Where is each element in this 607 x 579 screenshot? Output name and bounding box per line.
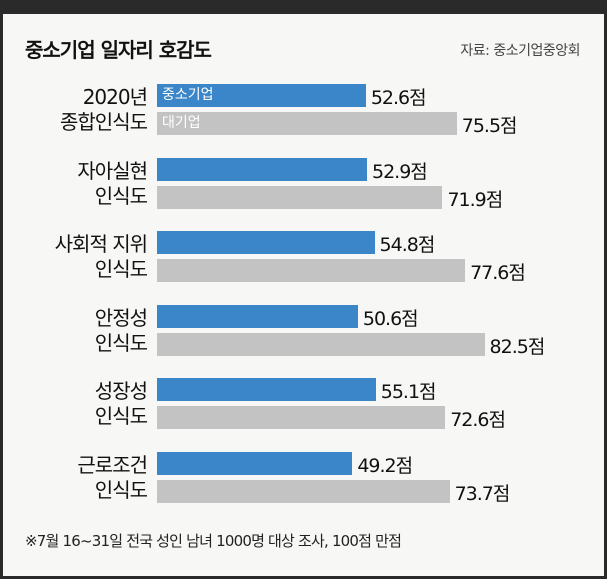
value-label: 73.7점 — [454, 482, 511, 505]
category-label: 사회적 지위 인식도 — [54, 232, 148, 281]
bar — [157, 259, 466, 282]
bar — [157, 378, 376, 401]
bar — [157, 84, 366, 107]
value-label: 82.5점 — [489, 335, 546, 358]
chart-title: 중소기업 일자리 호감도 — [25, 38, 212, 62]
category-label: 2020년 종합인식도 — [60, 85, 148, 134]
value-label: 50.6점 — [362, 307, 419, 330]
value-label: 52.9점 — [372, 160, 428, 183]
value-label: 75.5점 — [461, 115, 518, 137]
legend-label: 대기업 — [162, 115, 201, 131]
bar — [157, 406, 446, 429]
bar — [157, 304, 358, 328]
category-label: 성장성 인식도 — [94, 379, 148, 428]
value-label: 77.6점 — [470, 262, 526, 284]
legend-label: 중소기업 — [162, 87, 214, 103]
value-label: 71.9점 — [447, 188, 503, 211]
value-label: 54.8점 — [379, 234, 436, 256]
value-label: 72.6점 — [450, 409, 506, 431]
bar — [157, 479, 450, 503]
category-label: 근로조건 인식도 — [77, 452, 148, 502]
value-label: 49.2점 — [357, 454, 413, 477]
bar — [157, 112, 457, 135]
source: 자료: 중소기업중앙회 — [460, 43, 580, 59]
category-label: 안정성 인식도 — [94, 305, 148, 355]
bar — [157, 451, 353, 475]
category-label: 자아실현 인식도 — [77, 158, 148, 208]
bar — [157, 231, 375, 254]
footnote: ※7월 16~31일 전국 성인 남녀 1000명 대상 조사, 100점 만점 — [25, 532, 402, 550]
bar — [157, 332, 485, 356]
value-label: 52.6점 — [370, 87, 427, 109]
value-label: 55.1점 — [380, 381, 437, 403]
bar — [157, 157, 367, 181]
bar — [157, 185, 443, 209]
